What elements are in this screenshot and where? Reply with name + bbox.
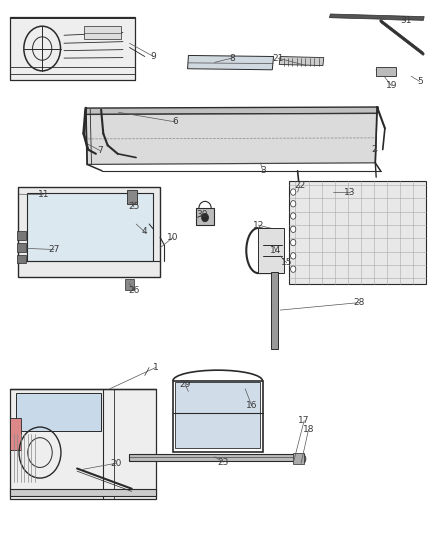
Text: 14: 14 [270, 246, 282, 255]
Polygon shape [130, 454, 304, 461]
Text: 23: 23 [218, 458, 229, 466]
Text: 1: 1 [153, 363, 159, 372]
Text: 6: 6 [173, 117, 178, 126]
Text: 30: 30 [197, 210, 208, 219]
Text: 3: 3 [260, 166, 265, 175]
Circle shape [290, 189, 296, 195]
Text: 21: 21 [272, 54, 284, 62]
Circle shape [290, 200, 296, 207]
Text: 25: 25 [128, 203, 140, 212]
Text: 20: 20 [111, 459, 122, 467]
Polygon shape [279, 56, 324, 66]
Polygon shape [187, 55, 274, 70]
Bar [17, 243, 26, 252]
Bar [175, 382, 261, 448]
Circle shape [201, 213, 208, 222]
Bar [11, 418, 21, 450]
Text: 19: 19 [386, 81, 397, 90]
Text: 16: 16 [246, 401, 258, 410]
Circle shape [290, 213, 296, 219]
Bar [16, 393, 101, 431]
Text: 7: 7 [97, 146, 103, 155]
Bar [376, 67, 396, 76]
Text: 13: 13 [344, 188, 356, 197]
Bar [17, 231, 26, 240]
Text: 17: 17 [298, 416, 310, 425]
Polygon shape [258, 228, 285, 273]
Polygon shape [11, 389, 155, 499]
Polygon shape [18, 187, 160, 277]
Text: 31: 31 [400, 16, 412, 25]
Text: 29: 29 [179, 380, 191, 389]
Bar [271, 272, 279, 349]
Text: 26: 26 [128, 286, 140, 295]
Circle shape [298, 454, 306, 464]
Polygon shape [196, 208, 214, 225]
Polygon shape [289, 181, 426, 284]
Text: 11: 11 [38, 190, 49, 199]
Circle shape [290, 226, 296, 232]
Circle shape [290, 253, 296, 259]
Polygon shape [329, 14, 424, 20]
Bar [17, 255, 26, 263]
Bar [11, 17, 135, 80]
Text: 28: 28 [353, 298, 364, 307]
Text: 4: 4 [142, 228, 148, 237]
Text: 18: 18 [303, 425, 314, 434]
Circle shape [290, 239, 296, 246]
Polygon shape [11, 489, 155, 496]
Text: 10: 10 [167, 233, 179, 242]
Bar [84, 26, 121, 39]
Text: 12: 12 [253, 221, 264, 230]
Text: 9: 9 [151, 52, 156, 61]
Text: 5: 5 [417, 77, 423, 86]
Text: 2: 2 [371, 145, 377, 154]
Bar [125, 279, 134, 290]
Polygon shape [85, 107, 378, 115]
Text: 8: 8 [229, 54, 235, 62]
Text: 27: 27 [48, 245, 60, 254]
Bar [127, 190, 137, 204]
Circle shape [290, 266, 296, 272]
Text: 15: 15 [281, 259, 293, 267]
Text: 22: 22 [294, 181, 305, 190]
Bar [29, 196, 150, 259]
Bar [293, 453, 304, 464]
Polygon shape [86, 114, 377, 165]
Polygon shape [27, 193, 152, 261]
